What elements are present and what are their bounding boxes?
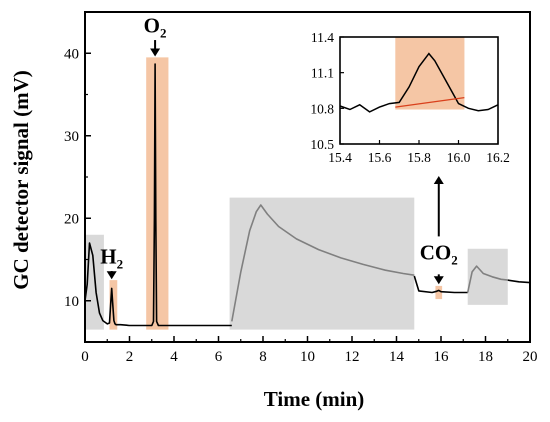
highlight-box-1	[146, 57, 169, 330]
y-tick-label-2: 30	[64, 129, 79, 145]
inset-plot: 15.4 15.6 15.8 16.0 16.2 10.5 10.8 11.1 11.4	[310, 30, 509, 165]
inset-arrow-head	[433, 176, 444, 184]
series-segment-0	[84, 63, 232, 327]
main-axis-ticks: 0 2 4 6 8 10 12 14 16 18 20 10 20 30 40	[64, 46, 538, 365]
inset-y-tick-label-1: 10.8	[310, 101, 334, 116]
y-tick-label-0: 10	[64, 294, 79, 310]
peak-annotations: H2 O2 CO2	[100, 14, 457, 272]
x-tick-label-6: 12	[345, 349, 360, 365]
inset-signal-trace	[339, 52, 499, 113]
x-tick-label-9: 18	[478, 349, 493, 365]
inset-y-tick-label-2: 11.1	[311, 66, 334, 81]
inset-x-tick-label-4: 16.2	[486, 150, 510, 165]
inset-x-tick-label-2: 15.8	[407, 150, 431, 165]
x-tick-label-10: 20	[523, 349, 538, 365]
series-segment-4	[507, 279, 531, 284]
x-tick-label-3: 6	[215, 349, 223, 365]
x-tick-label-2: 4	[170, 349, 178, 365]
x-tick-label-4: 8	[259, 349, 267, 365]
inset-y-tick-label-0: 10.5	[310, 137, 334, 152]
inset-x-tick-label-1: 15.6	[368, 150, 392, 165]
inset-y-tick-label-3: 11.4	[311, 30, 334, 45]
signal-trace	[84, 63, 531, 327]
h2-arrow-head	[106, 271, 117, 280]
highlight-box-3	[467, 248, 508, 305]
series-segment-3	[466, 265, 508, 293]
inset-x-tick-label-0: 15.4	[328, 150, 352, 165]
x-tick-label-5: 10	[300, 349, 315, 365]
annotation-label-2: CO2	[420, 241, 458, 268]
annotation-arrows	[106, 40, 444, 285]
y-axis-label: GC detector signal (mV)	[9, 70, 33, 290]
highlight-regions	[85, 57, 508, 330]
inset-highlight-0	[395, 37, 465, 110]
x-tick-label-7: 14	[389, 349, 405, 365]
annotation-label-1: O2	[144, 14, 167, 41]
x-tick-label-0: 0	[81, 349, 89, 365]
o2-arrow-head	[150, 48, 161, 57]
series-segment-2	[413, 275, 468, 294]
series-segment-1	[231, 204, 415, 322]
highlight-box-2	[229, 197, 415, 330]
y-tick-label-1: 20	[64, 211, 79, 227]
highlight-box-5	[435, 285, 443, 300]
co2-arrow-head	[433, 276, 444, 285]
annotation-label-0: H2	[100, 245, 123, 272]
x-axis-label: Time (min)	[264, 387, 365, 411]
y-tick-label-3: 40	[64, 46, 79, 62]
inset-baseline	[395, 96, 465, 108]
inset-x-tick-label-3: 16.0	[447, 150, 471, 165]
x-tick-label-1: 2	[126, 349, 134, 365]
x-tick-label-8: 16	[434, 349, 450, 365]
